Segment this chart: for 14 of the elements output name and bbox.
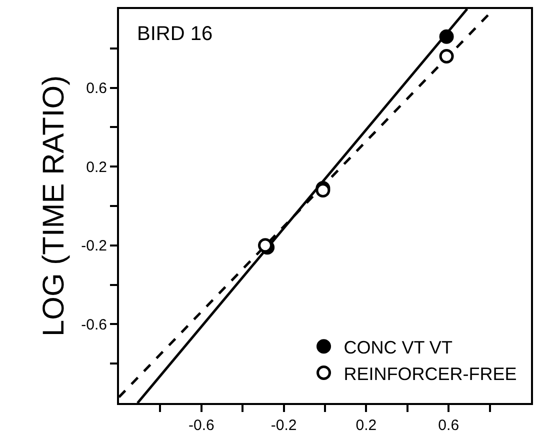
x-tick-label: -0.6 bbox=[188, 417, 214, 434]
y-tick-label: -0.6 bbox=[81, 316, 107, 334]
x-tick-label: 0.2 bbox=[356, 417, 377, 434]
text: BIRD 16 bbox=[137, 23, 213, 45]
point bbox=[439, 49, 454, 64]
y-tick-label: 0.6 bbox=[86, 80, 107, 98]
legend-label: CONC VT VT bbox=[344, 337, 452, 358]
y-tick-label: 0.2 bbox=[86, 158, 107, 176]
point bbox=[439, 29, 454, 44]
y-tick-label: -0.2 bbox=[81, 238, 107, 255]
y-axis-title: LOG (TIME RATIO) bbox=[38, 75, 71, 337]
x-tick-label: 0.6 bbox=[438, 417, 460, 434]
x-tick-label: -0.2 bbox=[270, 417, 297, 434]
legend-label: REINFORCER-FREE bbox=[344, 364, 517, 384]
